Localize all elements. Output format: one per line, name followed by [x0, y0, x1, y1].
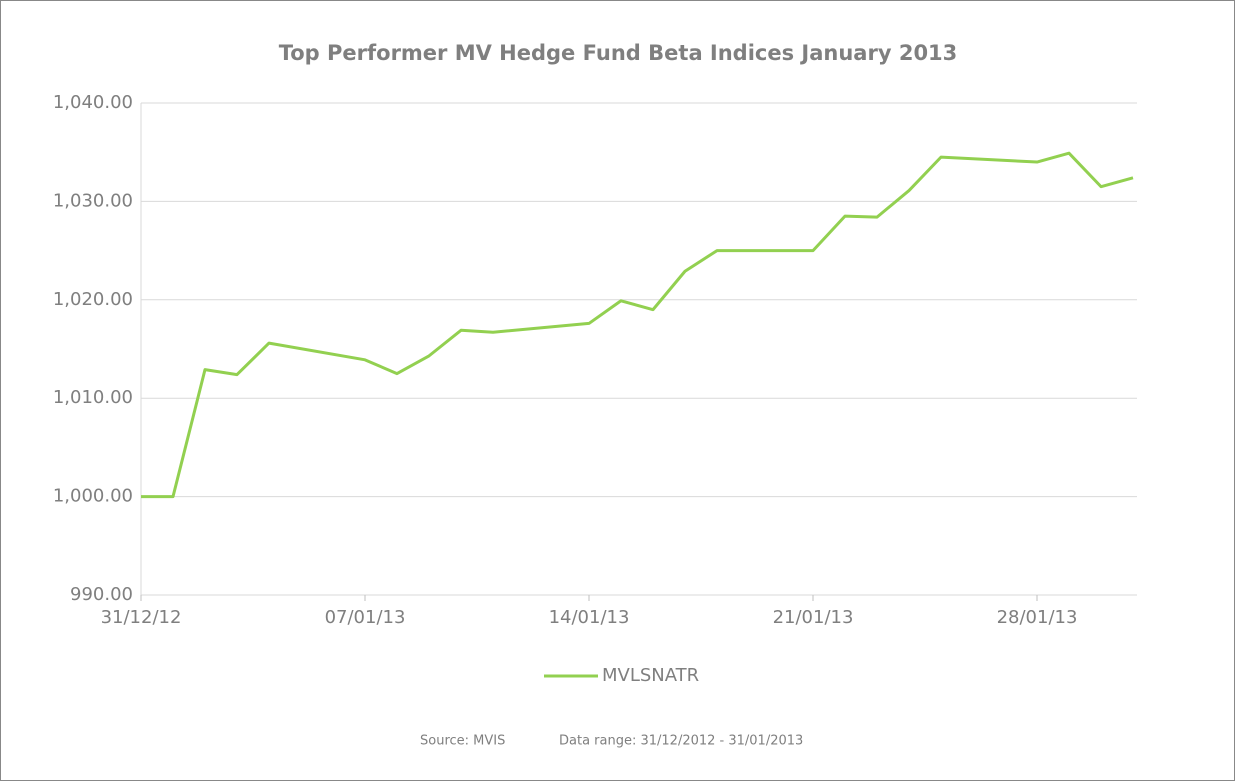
y-tick-label: 1,030.00: [53, 190, 133, 211]
source-note: Source: MVIS: [420, 734, 505, 749]
y-tick-label: 990.00: [70, 584, 133, 605]
legend-label: MVLSNATR: [602, 665, 699, 686]
x-tick-label: 28/01/13: [997, 607, 1078, 628]
y-tick-label: 1,020.00: [53, 289, 133, 310]
x-tick-label: 07/01/13: [325, 607, 406, 628]
x-tick-label: 14/01/13: [549, 607, 630, 628]
chart-title: Top Performer MV Hedge Fund Beta Indices…: [279, 41, 958, 65]
line-series: [141, 151, 1134, 499]
y-tick-label: 1,040.00: [53, 92, 133, 113]
y-tick-label: 1,010.00: [53, 387, 133, 408]
range-note: Data range: 31/12/2012 - 31/01/2013: [559, 734, 803, 749]
x-tick-label: 21/01/13: [773, 607, 854, 628]
x-tick-label: 31/12/12: [101, 607, 182, 628]
y-tick-label: 1,000.00: [53, 486, 133, 507]
